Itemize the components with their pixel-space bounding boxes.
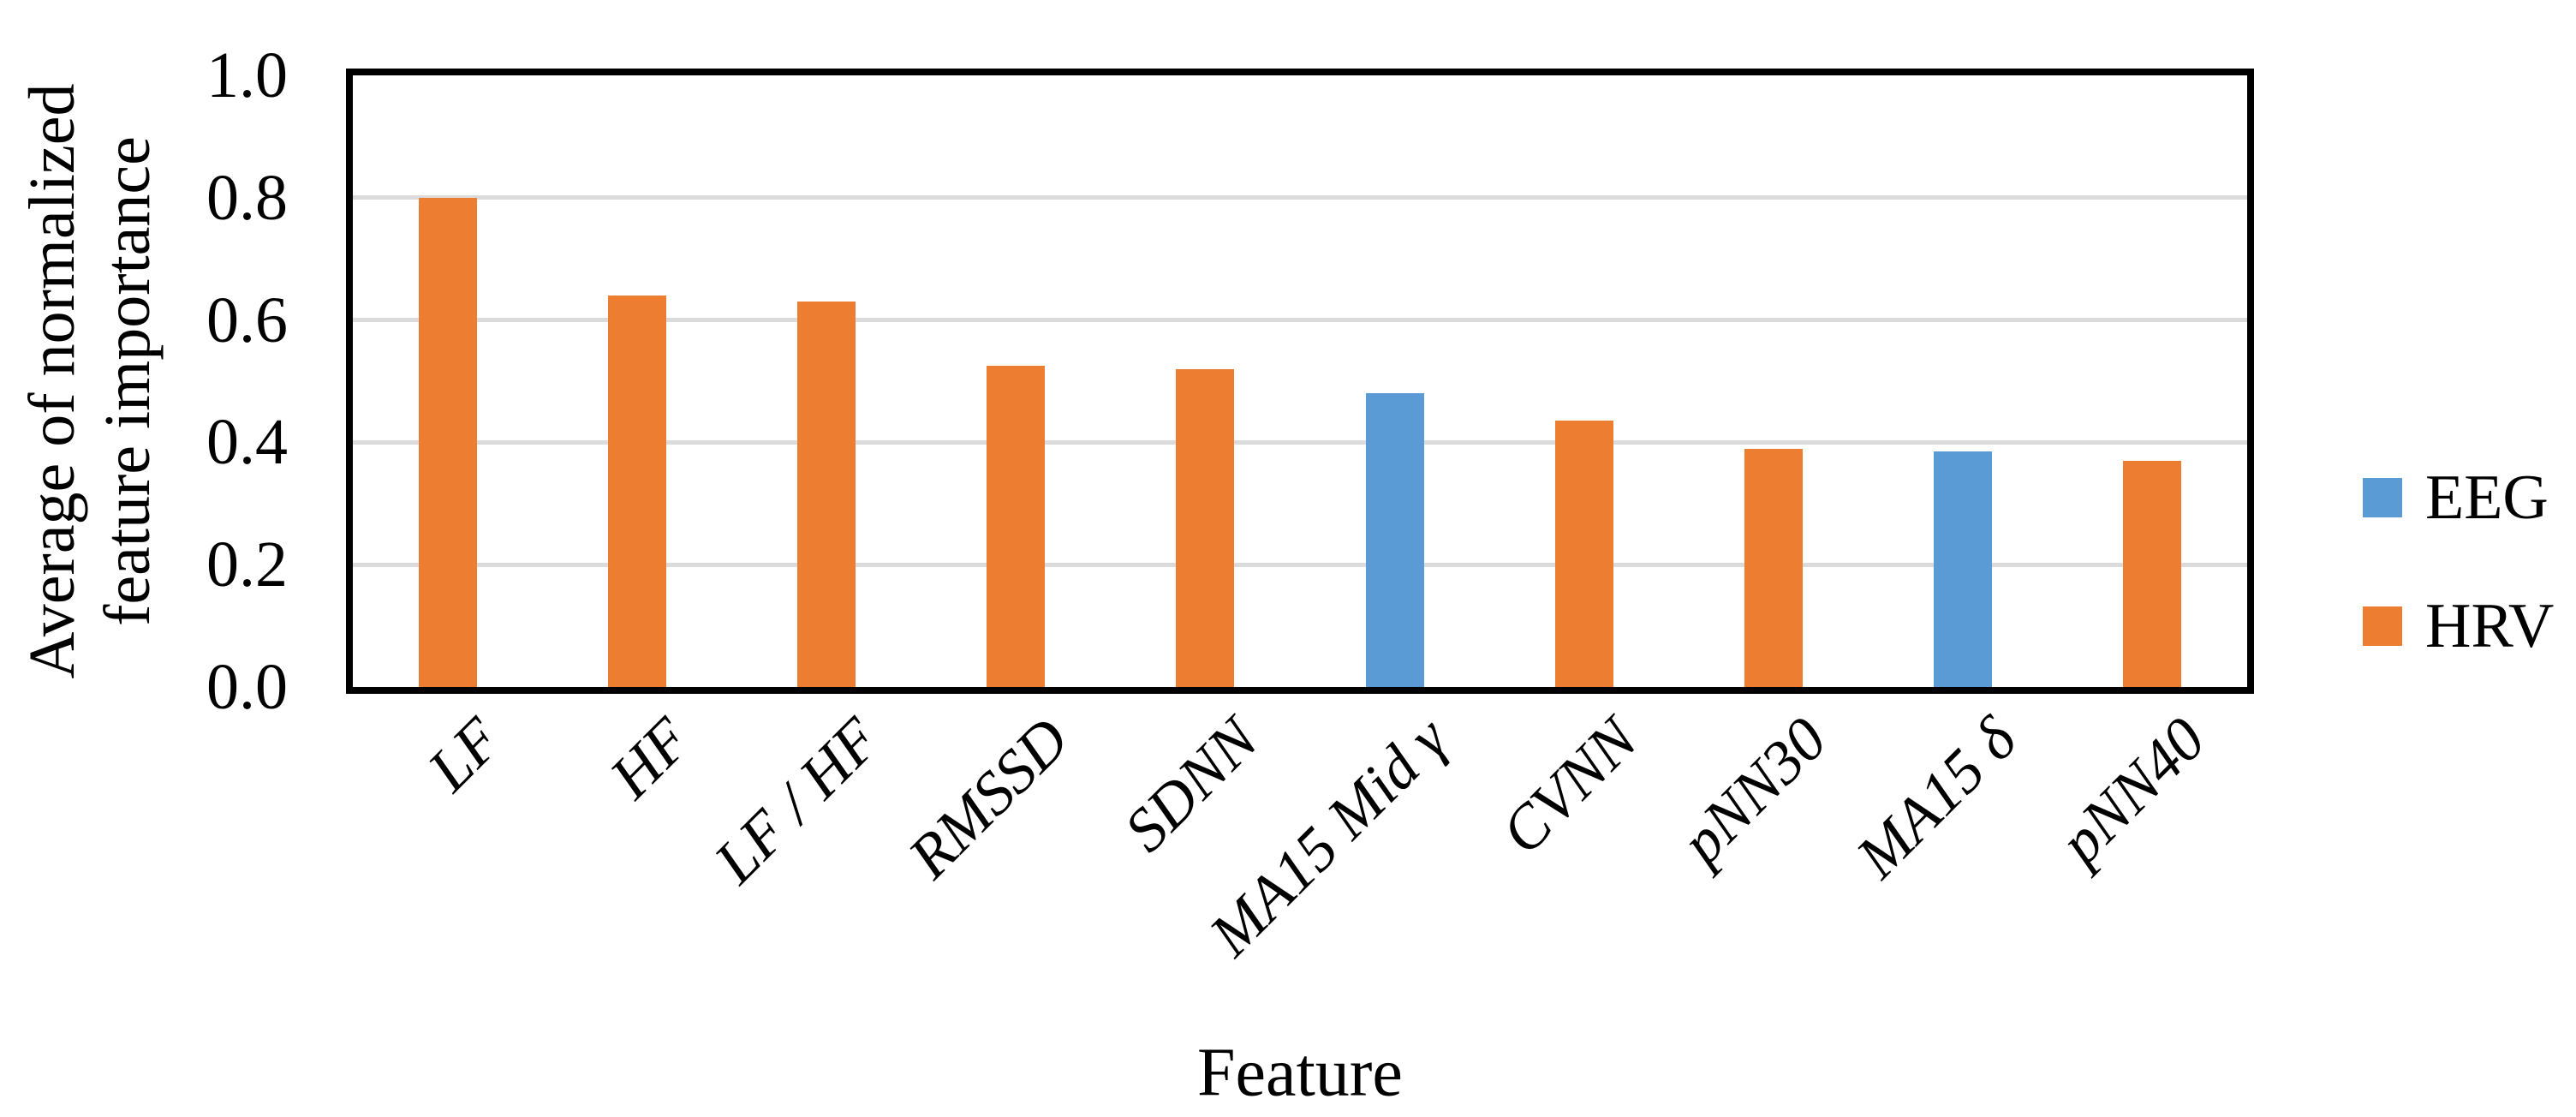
x-tick-label: SDNN <box>1111 704 1272 865</box>
y-tick-label: 0.0 <box>206 651 288 723</box>
gridline <box>353 562 2247 567</box>
bar-rmssd <box>987 366 1046 687</box>
x-tick-label: CVNN <box>1488 704 1650 868</box>
y-tick-label: 0.8 <box>206 161 288 234</box>
x-tick-label: LF <box>414 704 514 804</box>
x-tick-label: MA15 δ <box>1842 704 2030 891</box>
bar-pnn30 <box>1744 448 1803 687</box>
y-tick-label: 0.4 <box>206 406 288 479</box>
gridline <box>353 439 2247 445</box>
legend-swatch-eeg <box>2363 478 2402 517</box>
bar-lf <box>418 197 477 687</box>
bar-cvnn <box>1554 421 1613 687</box>
bar-lf-hf <box>797 302 856 687</box>
bar-sdnn <box>1176 368 1235 687</box>
x-tick-label: pNN40 <box>2046 704 2219 877</box>
plot-area-frame <box>346 69 2254 694</box>
y-tick-label: 0.2 <box>206 529 288 601</box>
x-axis-title: Feature <box>1197 1035 1403 1111</box>
bar-hf <box>607 296 666 687</box>
x-tick-label: RMSSD <box>895 704 1082 892</box>
y-tick-label: 1.0 <box>206 39 288 111</box>
x-tick-label: HF <box>596 704 703 812</box>
gridline <box>353 318 2247 323</box>
bar-pnn40 <box>2123 460 2182 687</box>
gridline <box>353 195 2247 200</box>
bar-ma15-mid- <box>1365 393 1424 687</box>
bar-ma15- <box>1934 451 1993 687</box>
x-tick-label: LF / HF <box>701 704 893 897</box>
legend-label-eeg: EEG <box>2425 463 2549 533</box>
y-axis-title-line-1: Average of normalized <box>16 83 88 679</box>
x-tick-label: pNN30 <box>1667 704 1840 877</box>
legend-label-hrv: HRV <box>2425 591 2555 661</box>
legend-swatch-hrv <box>2363 606 2402 646</box>
y-tick-label: 0.6 <box>206 284 288 356</box>
